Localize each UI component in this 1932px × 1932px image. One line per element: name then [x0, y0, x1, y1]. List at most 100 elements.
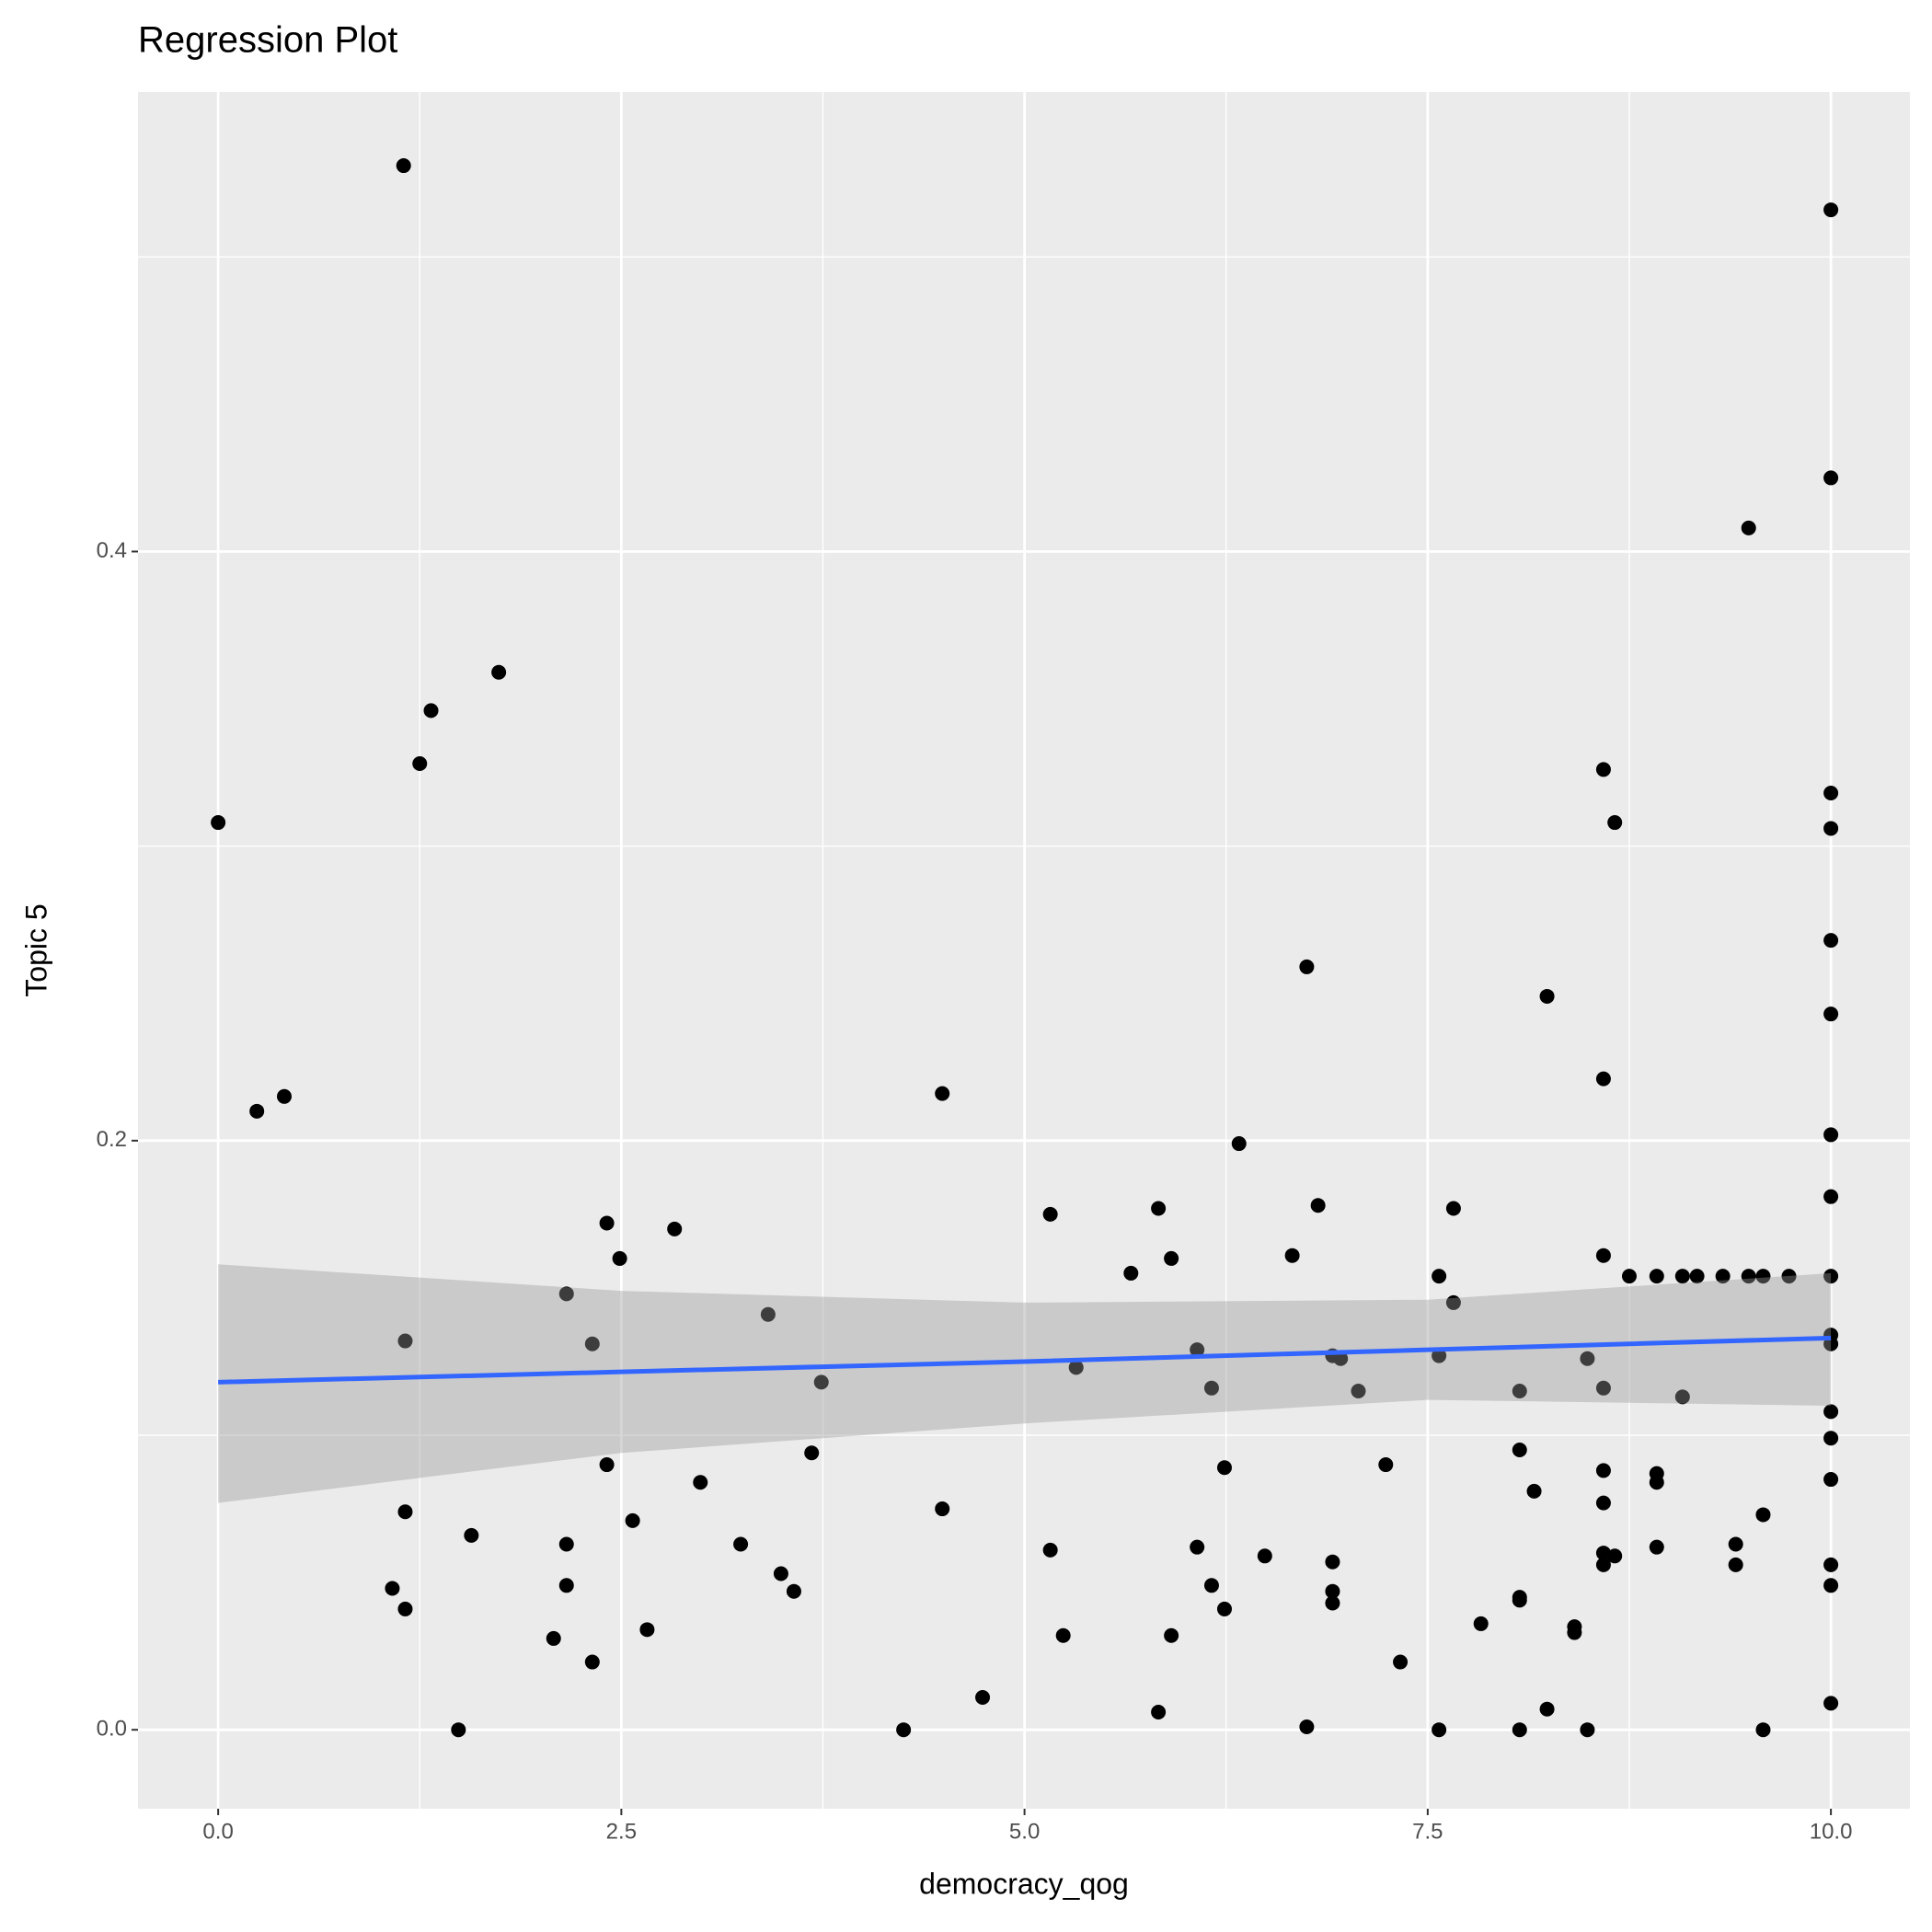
point	[397, 1504, 413, 1520]
point	[1621, 1269, 1637, 1284]
point	[1649, 1475, 1664, 1490]
point	[1164, 1250, 1179, 1266]
point	[804, 1445, 820, 1461]
point	[1728, 1557, 1743, 1572]
point	[1393, 1654, 1409, 1670]
point	[1203, 1578, 1219, 1593]
y-axis-label: Topic 5	[19, 903, 52, 996]
point	[1689, 1269, 1705, 1284]
point	[1595, 1463, 1611, 1478]
point	[733, 1536, 749, 1552]
point	[1595, 1380, 1611, 1396]
point	[935, 1086, 950, 1101]
point	[1567, 1625, 1582, 1640]
point	[1539, 988, 1555, 1004]
point	[1715, 1269, 1731, 1284]
point	[786, 1583, 801, 1599]
point	[385, 1581, 400, 1596]
point	[1432, 1348, 1447, 1363]
point	[584, 1336, 600, 1351]
point	[1512, 1593, 1527, 1608]
point	[1755, 1507, 1771, 1523]
point	[1351, 1383, 1366, 1398]
point	[1042, 1542, 1058, 1558]
point	[1595, 762, 1611, 777]
regression-line	[218, 1335, 1832, 1385]
point	[211, 815, 226, 831]
point	[1823, 1431, 1839, 1446]
point	[760, 1306, 776, 1322]
point	[1580, 1351, 1595, 1366]
x-tick-label: 0.0	[202, 1819, 233, 1844]
point	[1580, 1722, 1595, 1738]
x-tick-label: 10.0	[1810, 1819, 1853, 1844]
point	[1595, 1071, 1611, 1087]
point	[1823, 1696, 1839, 1711]
point	[276, 1088, 292, 1104]
point	[1512, 1383, 1527, 1398]
point	[546, 1630, 561, 1646]
point	[1068, 1360, 1084, 1375]
point	[1823, 470, 1839, 486]
point	[1512, 1722, 1527, 1738]
point	[935, 1501, 950, 1517]
x-tick-label: 7.5	[1412, 1819, 1443, 1844]
point	[1512, 1443, 1527, 1458]
point	[397, 1333, 413, 1349]
point	[1823, 821, 1839, 836]
point	[1823, 1472, 1839, 1488]
point	[1741, 520, 1756, 535]
point	[1741, 1269, 1756, 1284]
point	[599, 1215, 615, 1231]
point	[1299, 1719, 1315, 1734]
point	[1257, 1548, 1272, 1564]
point	[249, 1103, 265, 1119]
point	[423, 703, 439, 719]
point	[1823, 202, 1839, 218]
point	[491, 664, 507, 680]
point	[396, 158, 411, 174]
y-tick-label: 0.4	[97, 538, 127, 563]
point	[1823, 1557, 1839, 1572]
point	[451, 1722, 466, 1738]
point	[1595, 1495, 1611, 1511]
point	[1649, 1269, 1664, 1284]
confidence-band	[218, 1264, 1832, 1503]
point	[1164, 1627, 1179, 1643]
point	[1299, 959, 1315, 974]
y-tick-label: 0.2	[97, 1127, 127, 1152]
x-tick-label: 5.0	[1009, 1819, 1040, 1844]
y-tick-label: 0.0	[97, 1717, 127, 1742]
point	[558, 1578, 574, 1593]
point	[1473, 1616, 1489, 1631]
point	[1432, 1722, 1447, 1738]
point	[1151, 1704, 1167, 1719]
point	[1674, 1389, 1690, 1405]
point	[1649, 1539, 1664, 1555]
x-axis-label: democracy_qog	[919, 1867, 1129, 1900]
point	[1823, 933, 1839, 949]
point	[1755, 1269, 1771, 1284]
point	[1284, 1248, 1300, 1263]
point	[1325, 1554, 1340, 1570]
point	[975, 1689, 991, 1705]
point	[1123, 1265, 1139, 1281]
point	[773, 1566, 788, 1581]
point	[1231, 1136, 1247, 1152]
point	[1151, 1201, 1167, 1216]
point	[1728, 1536, 1743, 1552]
point	[1823, 786, 1839, 801]
point	[412, 756, 428, 772]
point	[1526, 1483, 1542, 1499]
point	[599, 1457, 615, 1473]
x-tick-label: 2.5	[606, 1819, 637, 1844]
point	[896, 1722, 912, 1738]
point	[1781, 1269, 1797, 1284]
point	[639, 1622, 655, 1638]
point	[464, 1527, 479, 1543]
point	[1539, 1701, 1555, 1717]
point	[1190, 1342, 1205, 1358]
point	[1595, 1546, 1611, 1561]
point	[1325, 1583, 1340, 1599]
point	[813, 1374, 829, 1390]
